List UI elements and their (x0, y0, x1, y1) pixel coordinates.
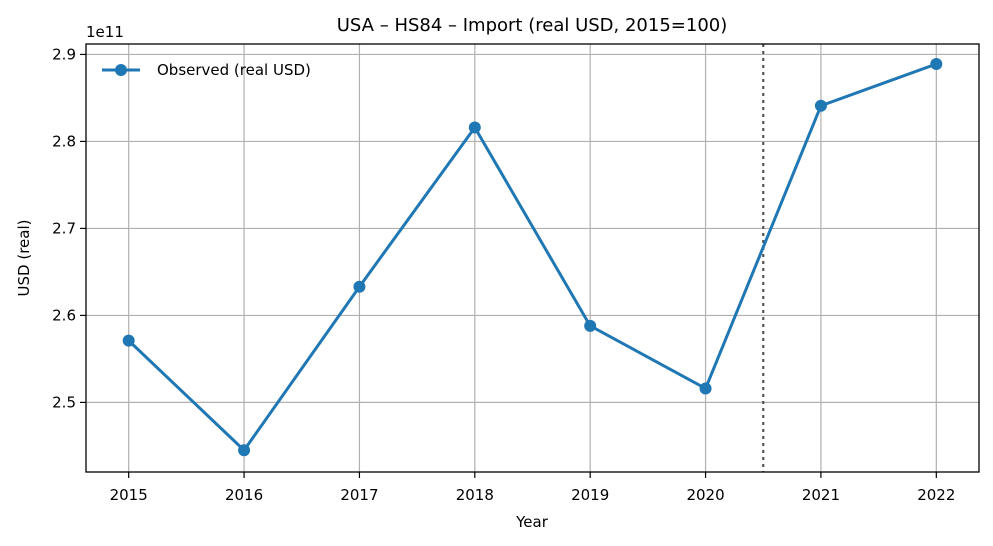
data-point (353, 280, 366, 293)
data-point (814, 99, 827, 112)
chart-title: USA – HS84 – Import (real USD, 2015=100) (337, 15, 728, 36)
legend-label: Observed (real USD) (157, 61, 311, 79)
axes-group: 2015 2016 2017 2018 2019 2020 2021 2022 2.5 2.6 2.… (52, 43, 980, 504)
data-point (584, 319, 597, 332)
grid-lines (86, 44, 979, 472)
legend-marker (115, 64, 127, 76)
series-line (127, 62, 937, 452)
x-axis-label: Year (515, 513, 549, 531)
series-group (122, 58, 943, 457)
y-tick-label: 2.7 (52, 219, 76, 237)
data-point (122, 334, 135, 347)
x-tick-label: 2015 (110, 486, 148, 504)
x-tick-label: 2020 (686, 486, 724, 504)
data-point (238, 444, 251, 457)
data-point (468, 121, 481, 134)
y-tick-label: 2.6 (52, 306, 76, 324)
data-point (699, 382, 712, 395)
x-tick-label: 2019 (571, 486, 609, 504)
x-tick-label: 2018 (456, 486, 494, 504)
y-tick-label: 2.8 (52, 132, 76, 150)
legend: Observed (real USD) (102, 61, 311, 79)
y-axis-offset-label: 1e11 (86, 23, 124, 41)
y-axis-label: USD (real) (15, 220, 33, 297)
x-tick-label: 2017 (340, 486, 378, 504)
x-tick-label: 2022 (917, 486, 955, 504)
x-tick-label: 2016 (225, 486, 263, 504)
x-tick-label: 2021 (802, 486, 840, 504)
data-point (930, 58, 943, 71)
plot-frame (85, 43, 980, 473)
y-tick-label: 2.5 (52, 393, 76, 411)
y-tick-label: 2.9 (52, 45, 76, 63)
